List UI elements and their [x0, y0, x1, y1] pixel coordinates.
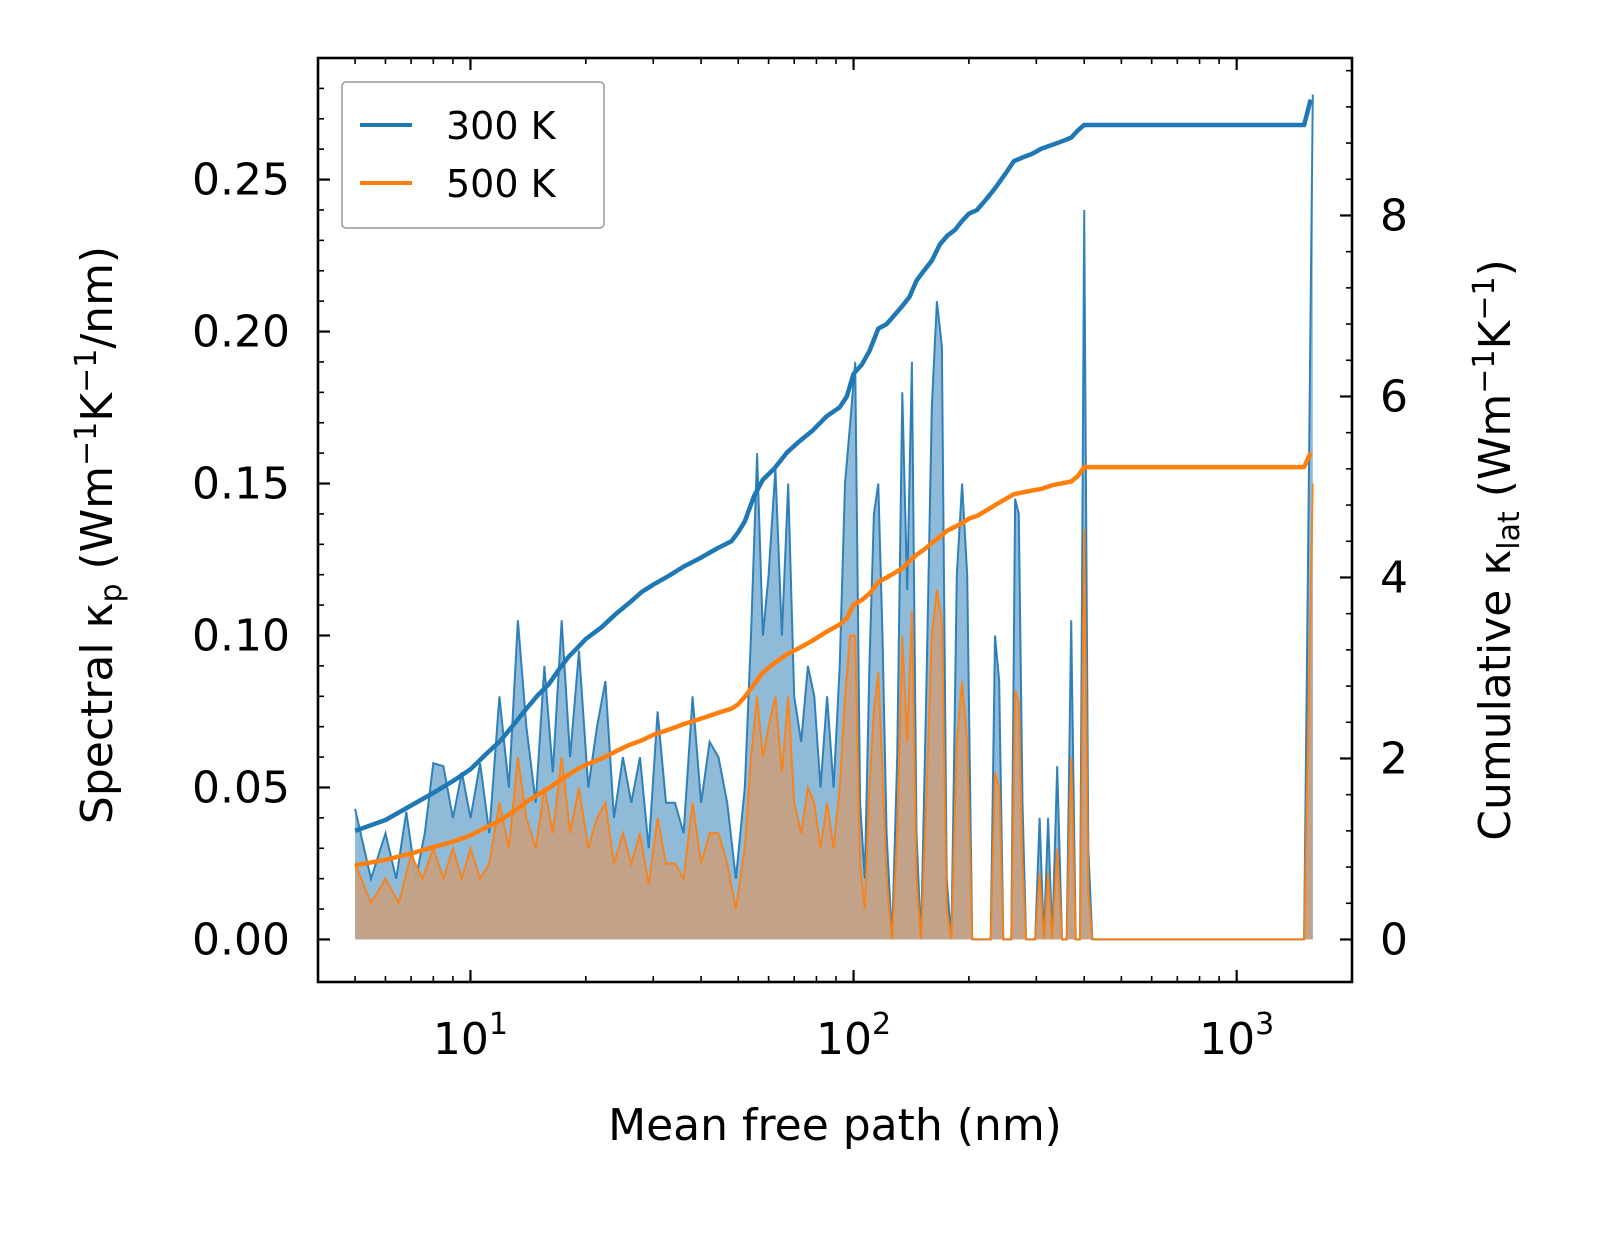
x-tick-label-1: 102	[816, 1007, 891, 1065]
y-right-label-sub: lat	[1492, 511, 1527, 550]
y-right-label-main: Cumulative κ	[1470, 550, 1521, 841]
x-tick-label-0: 101	[433, 1007, 508, 1065]
legend-box	[341, 81, 605, 229]
y-right-tick-label-4: 8	[1380, 190, 1408, 241]
y-axis-label-right: Cumulative κlat (Wm−1K−1)	[1467, 259, 1527, 841]
y-left-tick-label-3: 0.15	[192, 459, 290, 510]
y-left-label-unit-pre: (Wm	[72, 466, 123, 584]
spectral-line-1	[354, 483, 1314, 941]
y-left-label-sup1: −1	[69, 422, 104, 466]
cumulative-line-0	[354, 99, 1313, 834]
x-tick-label-2: 103	[1199, 1007, 1274, 1065]
legend-label-300k: 300 K	[446, 104, 557, 148]
y-right-label-sup2: −1	[1467, 276, 1502, 320]
y-right-tick-label-0: 0	[1380, 914, 1408, 965]
y-right-label-unit-pre: (Wm	[1470, 394, 1521, 512]
cumulative-line-1	[354, 451, 1313, 868]
y-left-tick-label-5: 0.25	[192, 155, 290, 206]
y-right-tick-label-3: 6	[1380, 371, 1408, 422]
y-right-label-sup1: −1	[1467, 349, 1502, 393]
x-tick-exp-1: 2	[872, 1007, 891, 1042]
y-axis-label-left: Spectral κp (Wm−1K−1/nm)	[69, 246, 129, 824]
y-left-tick-label-4: 0.20	[192, 307, 290, 358]
plot-frame	[316, 56, 1354, 984]
y-left-label-unit-post: /nm)	[72, 246, 123, 349]
x-axis-label: Mean free path (nm)	[608, 1100, 1062, 1151]
legend: 300 K 500 K	[341, 81, 605, 229]
x-tick-base-1: 10	[816, 1014, 872, 1065]
legend-label-500k: 500 K	[446, 162, 557, 206]
spectral-fill-layer	[354, 94, 1314, 941]
x-tick-base-0: 10	[433, 1014, 489, 1065]
y-left-tick-label-2: 0.10	[192, 611, 290, 662]
x-tick-exp-2: 3	[1255, 1007, 1274, 1042]
y-left-tick-label-1: 0.05	[192, 762, 290, 813]
y-left-label-sub: p	[94, 583, 129, 602]
y-right-label-unit-post: )	[1470, 259, 1521, 276]
y-left-label-main: Spectral κ	[72, 603, 123, 825]
y-right-label-unit-mid: K	[1470, 319, 1521, 349]
y-left-label-sup2: −1	[69, 349, 104, 393]
y-left-label-unit-mid: K	[72, 392, 123, 422]
cumulative-line-layer	[354, 99, 1313, 868]
x-tick-exp-0: 1	[489, 1007, 508, 1042]
y-left-tick-label-0: 0.00	[192, 914, 290, 965]
y-right-tick-label-2: 4	[1380, 552, 1408, 603]
x-tick-base-2: 10	[1199, 1014, 1255, 1065]
spectral-line-0	[354, 94, 1314, 941]
y-right-tick-label-1: 2	[1380, 733, 1408, 784]
